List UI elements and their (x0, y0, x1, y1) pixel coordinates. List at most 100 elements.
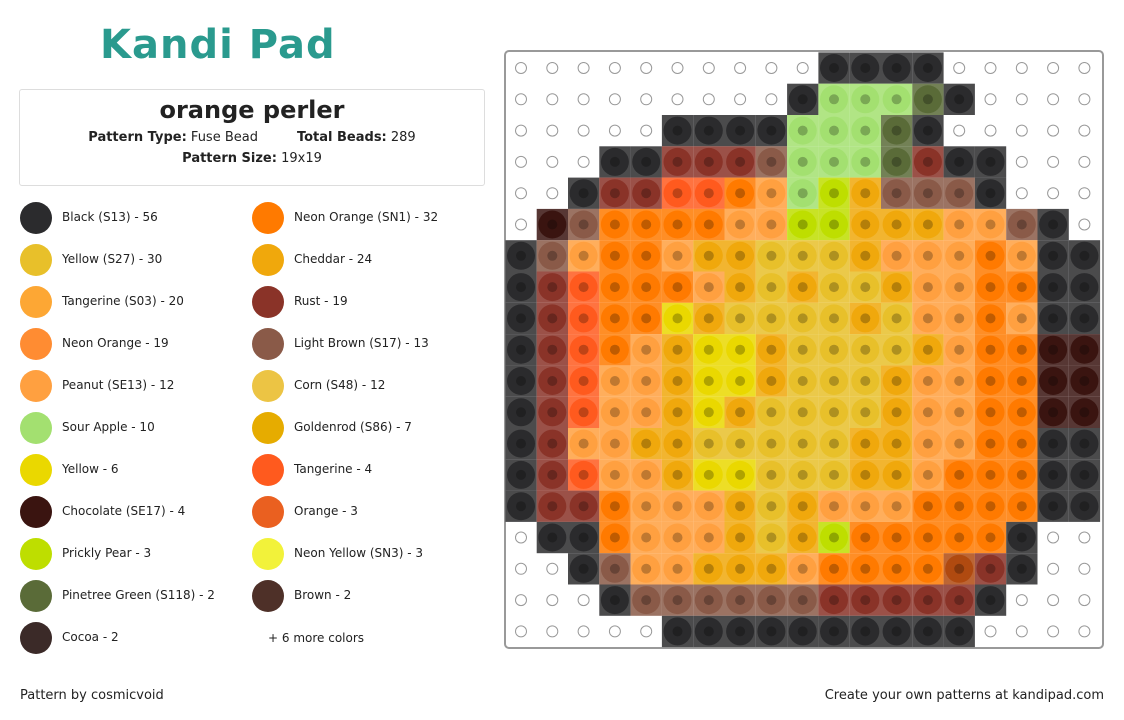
bead-hole (547, 344, 558, 355)
bead (882, 116, 911, 145)
bead (820, 554, 848, 583)
bead (913, 617, 942, 646)
peg (1015, 62, 1028, 74)
peg (1015, 625, 1028, 638)
credit[interactable]: Pattern by cosmicvoid (20, 688, 164, 703)
bead (851, 617, 880, 646)
bead (663, 335, 692, 364)
peg (546, 62, 559, 74)
bead-hole (860, 188, 871, 199)
bead (757, 241, 786, 270)
bead-hole (922, 532, 933, 543)
cta[interactable]: Create your own patterns at kandipad.com (824, 688, 1104, 703)
bead (694, 335, 723, 364)
bead (1039, 398, 1068, 427)
bead-hole (516, 469, 526, 480)
peg (608, 625, 621, 638)
bead (851, 586, 880, 615)
bead-hole (985, 282, 996, 293)
bead-hole (891, 250, 902, 261)
bead (788, 85, 817, 114)
legend-label: Yellow (S27) - 30 (62, 252, 163, 266)
bead (1070, 398, 1099, 427)
bead-hole (860, 250, 871, 261)
bead (882, 335, 911, 364)
bead (882, 523, 911, 552)
bead-hole (860, 156, 871, 167)
bead-hole (797, 438, 808, 449)
bead-hole (672, 532, 683, 543)
bead-hole (703, 250, 714, 261)
bead-hole (735, 313, 746, 324)
bead (788, 273, 817, 302)
bead-hole (1079, 282, 1090, 293)
bead (663, 460, 692, 489)
bead-hole (1016, 501, 1027, 512)
title: orange perler (159, 96, 345, 124)
bead-hole (735, 188, 746, 199)
bead-hole (985, 438, 996, 449)
bead-hole (735, 344, 746, 355)
bead (538, 335, 567, 364)
bead (663, 147, 692, 176)
bead (788, 429, 817, 458)
bead (1070, 492, 1099, 521)
bead-hole (672, 313, 683, 324)
bead (694, 179, 723, 208)
bead-hole (766, 125, 777, 136)
peg (608, 124, 621, 137)
bead-hole (1016, 376, 1027, 386)
bead (882, 429, 911, 458)
peg (577, 93, 590, 106)
bead (726, 179, 755, 208)
peg (734, 62, 747, 74)
bead (757, 335, 786, 364)
bead (820, 179, 848, 208)
bead (600, 273, 629, 302)
bead-hole (703, 188, 714, 199)
peg (640, 124, 653, 137)
peg (577, 594, 590, 607)
bead-hole (641, 595, 652, 606)
peg (765, 62, 778, 74)
bead-hole (516, 376, 526, 386)
peg (1015, 594, 1028, 607)
bead (694, 241, 723, 270)
bead (945, 554, 974, 583)
bead-hole (922, 250, 933, 261)
bead-hole (1079, 313, 1090, 324)
bead-hole (860, 407, 871, 418)
bead (1070, 460, 1099, 489)
bead-hole (829, 469, 839, 480)
swatch (20, 328, 52, 360)
peg (515, 562, 527, 575)
legend-label: Yellow - 6 (62, 462, 119, 476)
bead (569, 241, 598, 270)
bead-hole (703, 438, 714, 449)
bead-hole (672, 407, 683, 418)
bead (913, 273, 942, 302)
bead (757, 304, 786, 333)
bead (882, 241, 911, 270)
bead (569, 523, 598, 552)
bead-hole (672, 595, 683, 606)
bead-hole (641, 438, 652, 449)
bead-hole (1048, 313, 1059, 324)
meta: Pattern Size: 19x19 (20, 151, 484, 166)
bead (694, 554, 723, 583)
bead-hole (829, 63, 839, 73)
bead-hole (860, 94, 871, 105)
bead-hole (1079, 501, 1090, 512)
swatch (20, 622, 52, 654)
logo[interactable]: Kandi Pad (100, 22, 336, 68)
label: Total Beads: (296, 130, 387, 145)
bead (1007, 304, 1036, 333)
bead-hole (891, 63, 902, 73)
bead (820, 210, 848, 239)
bead (851, 554, 880, 583)
bead-hole (547, 407, 558, 418)
bead (882, 554, 911, 583)
bead (788, 147, 817, 176)
bead-hole (1048, 469, 1059, 480)
bead (851, 273, 880, 302)
